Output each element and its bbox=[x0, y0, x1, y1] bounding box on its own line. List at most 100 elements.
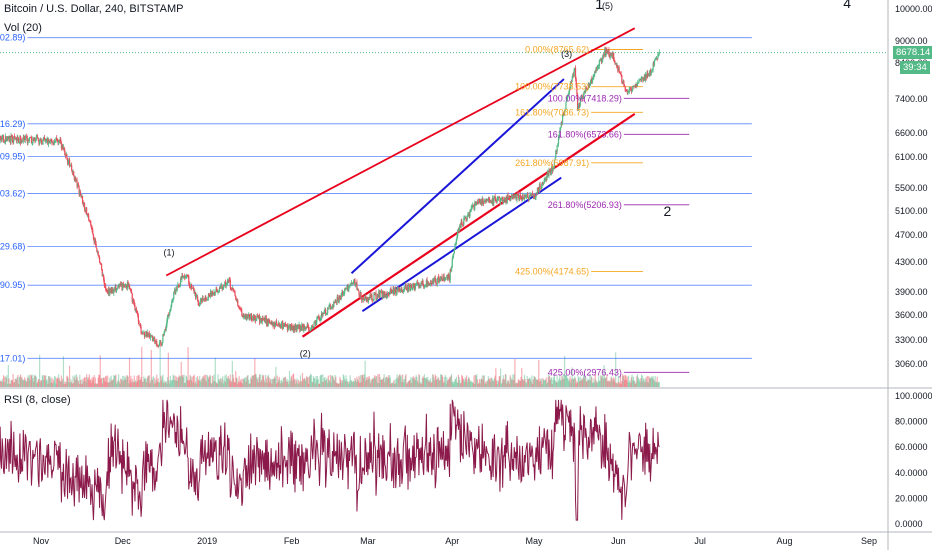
volume-bar bbox=[43, 379, 45, 387]
volume-bar bbox=[136, 375, 138, 387]
candle-body bbox=[339, 295, 341, 299]
candle-body bbox=[620, 73, 622, 75]
volume-bar bbox=[551, 377, 553, 387]
volume-bar bbox=[156, 374, 158, 387]
candle-body bbox=[470, 209, 472, 211]
candle-body bbox=[444, 277, 447, 280]
candle-body bbox=[268, 319, 270, 322]
volume-bar bbox=[34, 375, 36, 387]
volume-bar bbox=[591, 382, 594, 387]
volume-indicator-label[interactable]: Vol (20) bbox=[4, 22, 42, 34]
candle-body bbox=[507, 195, 509, 198]
volume-bar bbox=[555, 381, 557, 387]
candle-body bbox=[401, 289, 403, 292]
candle-body bbox=[134, 305, 136, 311]
candle-body bbox=[485, 200, 487, 202]
volume-bar bbox=[601, 377, 603, 387]
candle-body bbox=[66, 158, 69, 164]
candle-body bbox=[207, 298, 209, 300]
volume-bar bbox=[386, 377, 388, 387]
volume-bar bbox=[96, 383, 99, 387]
volume-bar bbox=[416, 380, 419, 387]
candle-body bbox=[225, 284, 227, 287]
volume-bar bbox=[165, 381, 167, 387]
candle-body bbox=[395, 288, 397, 294]
volume-bar bbox=[293, 379, 295, 387]
volume-bar bbox=[398, 374, 400, 387]
candle-body bbox=[155, 341, 157, 344]
candle-body bbox=[22, 136, 24, 142]
candle-body bbox=[562, 113, 564, 117]
volume-bar bbox=[237, 381, 240, 387]
volume-bar bbox=[555, 382, 558, 387]
volume-bar bbox=[206, 374, 208, 387]
symbol-title[interactable]: Bitcoin / U.S. Dollar, 240, BITSTAMP bbox=[4, 3, 184, 15]
candle-body bbox=[77, 183, 79, 187]
fib-retracement-label: 0.00%(9102.89) bbox=[0, 33, 25, 43]
candle-body bbox=[335, 301, 338, 303]
candle-body bbox=[383, 292, 385, 296]
rsi-axis[interactable]: 100.000080.000060.000040.000020.00000.00… bbox=[895, 391, 932, 529]
volume-bar bbox=[529, 377, 531, 387]
candle-body bbox=[205, 299, 208, 301]
volume-bar bbox=[526, 375, 528, 387]
volume-bar bbox=[39, 382, 41, 387]
candle-body bbox=[410, 285, 412, 291]
volume-bar bbox=[582, 377, 584, 387]
volume-bar bbox=[517, 379, 519, 387]
volume-bar bbox=[183, 374, 185, 387]
volume-bar bbox=[611, 376, 613, 387]
candle-body bbox=[587, 88, 589, 90]
volume-bar bbox=[422, 376, 424, 387]
candle-body bbox=[480, 200, 483, 206]
candle-body bbox=[9, 137, 11, 142]
candle-body bbox=[1, 136, 3, 141]
volume-bar bbox=[99, 355, 101, 387]
candle-body bbox=[658, 52, 660, 54]
volume-bar bbox=[64, 383, 67, 387]
volume-bar bbox=[374, 378, 376, 387]
candle-body bbox=[278, 323, 280, 326]
candle-body bbox=[203, 298, 205, 300]
volume-bar bbox=[598, 376, 600, 387]
candle-body bbox=[377, 294, 379, 297]
volume-bar bbox=[438, 380, 440, 387]
candle-body bbox=[68, 159, 71, 167]
volume-bar bbox=[128, 357, 131, 387]
volume-bar bbox=[572, 379, 575, 387]
time-axis[interactable]: Nov Dec 2019 Feb Mar Apr May Jun Jul Aug Sep bbox=[33, 536, 877, 546]
candle-body bbox=[478, 198, 481, 201]
candle-body bbox=[17, 137, 20, 143]
candle-body bbox=[381, 291, 383, 298]
volume-bar bbox=[238, 376, 240, 387]
volume-bar bbox=[62, 378, 64, 387]
volume-bar bbox=[523, 380, 525, 387]
candle-body bbox=[297, 324, 299, 328]
candle-body bbox=[541, 182, 543, 186]
volume-bar bbox=[3, 376, 5, 387]
volume-bar bbox=[376, 382, 378, 387]
volume-bar bbox=[122, 380, 124, 387]
volume-bar bbox=[506, 383, 508, 387]
volume-bar bbox=[236, 378, 238, 387]
volume-bar bbox=[645, 378, 647, 387]
volume-bar bbox=[45, 375, 47, 387]
rsi-indicator-label[interactable]: RSI (8, close) bbox=[4, 394, 71, 406]
volume-bar bbox=[457, 382, 459, 387]
candle-body bbox=[287, 328, 289, 331]
candle-body bbox=[285, 324, 287, 326]
candle-body bbox=[363, 299, 366, 301]
candle-body bbox=[598, 60, 600, 67]
candle-body bbox=[209, 291, 212, 297]
volume-bar bbox=[209, 375, 212, 387]
time-tick-label: Apr bbox=[445, 536, 459, 546]
volume-bar bbox=[309, 375, 311, 387]
volume-bar bbox=[14, 378, 16, 387]
volume-bar bbox=[85, 382, 87, 387]
volume-bar bbox=[185, 375, 187, 387]
price-axis[interactable]: 10000.009000.008400.007400.006600.006100… bbox=[895, 4, 932, 369]
candle-body bbox=[246, 315, 248, 319]
candle-body bbox=[139, 324, 141, 325]
volume-bar bbox=[534, 376, 536, 387]
